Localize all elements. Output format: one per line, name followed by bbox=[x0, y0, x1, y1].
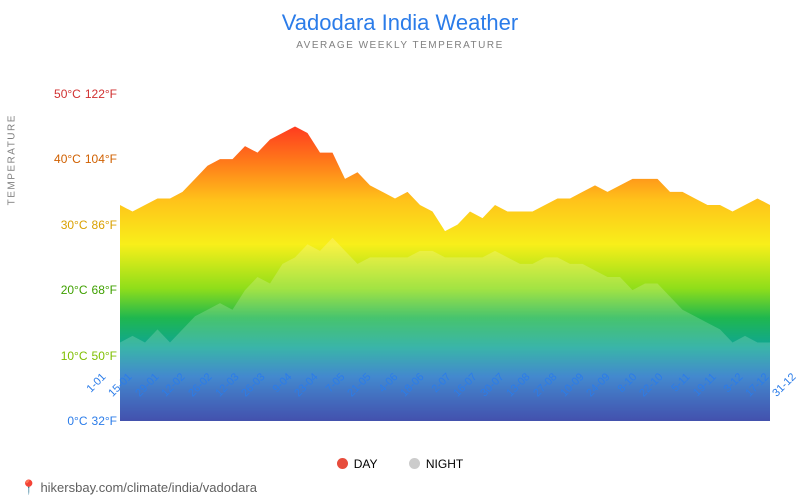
x-tick: 3-12 bbox=[721, 371, 745, 395]
legend-night: NIGHT bbox=[409, 457, 463, 471]
x-tick: 19-11 bbox=[691, 371, 719, 399]
x-tick: 8-10 bbox=[615, 371, 639, 395]
x-tick: 9-04 bbox=[270, 371, 294, 395]
chart-title: Vadodara India Weather bbox=[20, 10, 780, 36]
x-tick: 12-03 bbox=[213, 371, 241, 399]
legend-night-dot bbox=[409, 458, 420, 469]
y-tick: 20°C68°F bbox=[61, 283, 117, 297]
x-tick: 21-05 bbox=[345, 371, 373, 399]
x-tick: 7-05 bbox=[323, 371, 347, 395]
legend-day-dot bbox=[337, 458, 348, 469]
x-tick: 31-12 bbox=[770, 371, 798, 399]
x-tick: 27-08 bbox=[531, 371, 559, 399]
legend-day-label: DAY bbox=[354, 457, 378, 471]
x-tick: 2-07 bbox=[429, 371, 453, 395]
x-tick: 17-12 bbox=[744, 371, 772, 399]
x-tick: 13-08 bbox=[505, 371, 533, 399]
weather-chart-container: Vadodara India Weather AVERAGE WEEKLY TE… bbox=[0, 0, 800, 500]
source-url: hikersbay.com/climate/india/vadodara bbox=[40, 480, 257, 495]
y-tick: 50°C122°F bbox=[54, 87, 117, 101]
y-tick: 40°C104°F bbox=[54, 152, 117, 166]
x-axis: 1-0115-0129-0112-0226-0212-0326-039-0423… bbox=[100, 365, 790, 420]
x-tick: 4-06 bbox=[376, 371, 400, 395]
x-tick: 30-07 bbox=[478, 371, 506, 399]
x-tick: 26-03 bbox=[239, 371, 267, 399]
chart-legend: DAY NIGHT bbox=[0, 457, 800, 473]
x-tick: 26-02 bbox=[186, 371, 214, 399]
y-tick: 30°C86°F bbox=[61, 218, 117, 232]
x-tick: 22-10 bbox=[637, 371, 665, 399]
x-tick: 18-06 bbox=[399, 371, 427, 399]
legend-day: DAY bbox=[337, 457, 378, 471]
x-tick: 10-09 bbox=[558, 371, 586, 399]
x-tick: 16-07 bbox=[452, 371, 480, 399]
x-tick: 12-02 bbox=[160, 371, 188, 399]
y-axis-label: TEMPERATURE bbox=[7, 114, 18, 205]
map-pin-icon: 📍 bbox=[20, 479, 37, 496]
x-tick: 24-09 bbox=[584, 371, 612, 399]
x-tick: 5-11 bbox=[669, 371, 692, 394]
y-tick: 10°C50°F bbox=[61, 349, 117, 363]
source-footer: 📍 hikersbay.com/climate/india/vadodara bbox=[20, 479, 257, 496]
x-tick: 29-01 bbox=[133, 371, 161, 399]
x-tick: 15-01 bbox=[107, 371, 135, 399]
x-tick: 23-04 bbox=[292, 371, 320, 399]
chart-subtitle: AVERAGE WEEKLY TEMPERATURE bbox=[20, 40, 780, 51]
legend-night-label: NIGHT bbox=[426, 457, 463, 471]
